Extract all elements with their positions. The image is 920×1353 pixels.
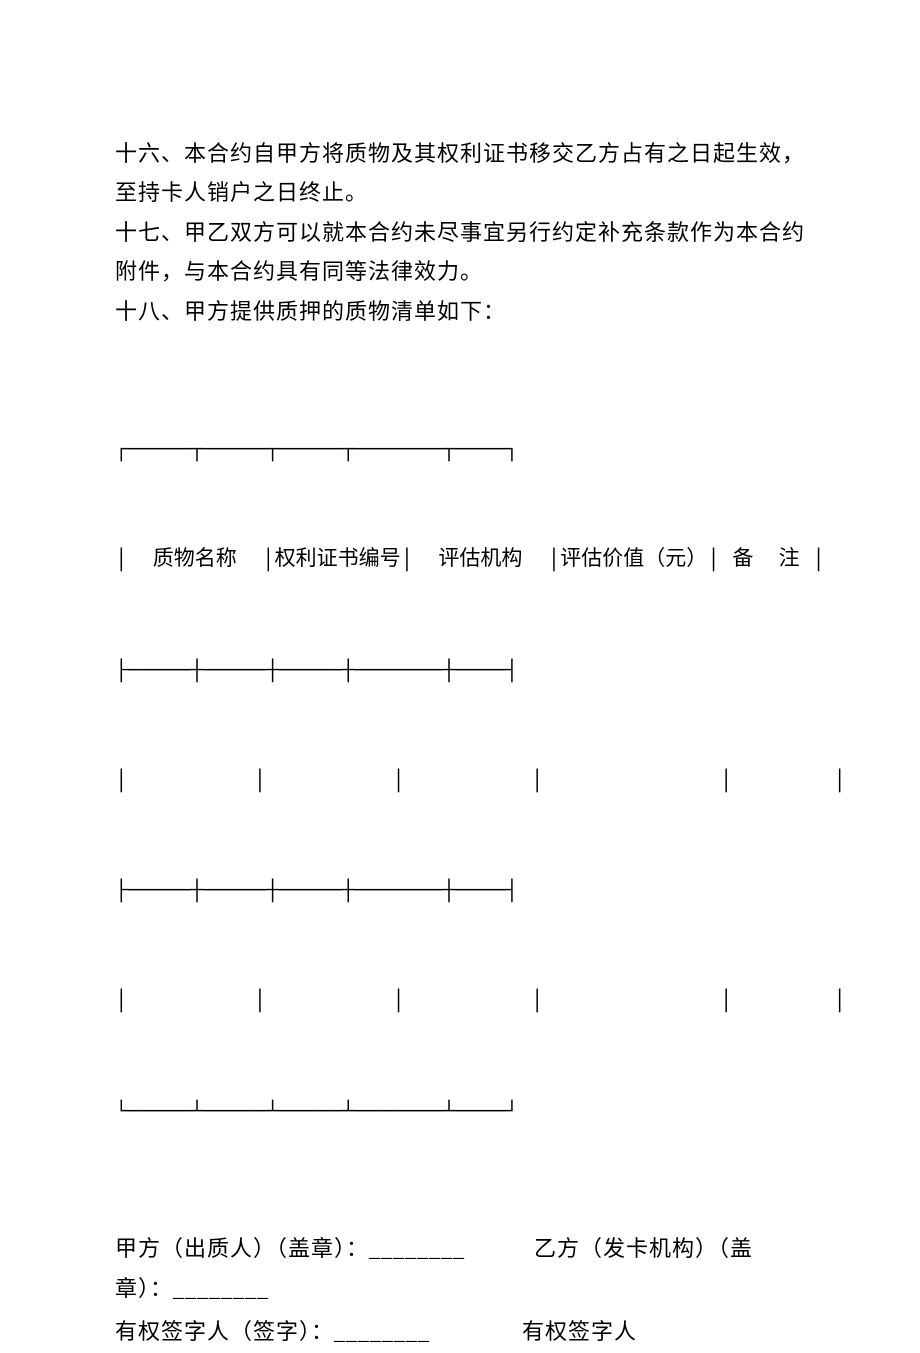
document-body: 十六、本合约自甲方将质物及其权利证书移交乙方占有之日起生效，至持卡人销户之日终止…: [115, 135, 805, 1353]
pledge-table: ┌─────┬─────┬─────┬───────┬────┐ │ 质物名称 …: [115, 360, 805, 1205]
gap: [430, 1319, 522, 1344]
table-row: │ │ │ │ │ │: [115, 984, 805, 1021]
paragraph-17: 十七、甲乙双方可以就本合约未尽事宜另行约定补充条款作为本合约附件，与本合约具有同…: [115, 214, 805, 291]
signature-section: 甲方（出质人）（盖章）：________ 乙方（发卡机构）（盖章）：______…: [115, 1229, 805, 1353]
signature-line-2: 有权签字人（签字）：________ 有权签字人: [115, 1312, 805, 1353]
table-header-row: │ 质物名称 │权利证书编号│ 评估机构 │评估价值（元）│ 备 注 │: [115, 543, 805, 580]
party-a-seal-blank: ________: [369, 1236, 465, 1261]
gap: [465, 1236, 534, 1261]
signer-a-label: 有权签字人（签字）：: [115, 1319, 334, 1344]
paragraph-18: 十八、甲方提供质押的质物清单如下：: [115, 293, 805, 332]
signature-line-1: 甲方（出质人）（盖章）：________ 乙方（发卡机构）（盖章）：______…: [115, 1229, 805, 1310]
signer-b-label: 有权签字人: [522, 1319, 637, 1344]
paragraph-16: 十六、本合约自甲方将质物及其权利证书移交乙方占有之日起生效，至持卡人销户之日终止…: [115, 135, 805, 212]
table-border-mid: ├─────┼─────┼─────┼───────┼────┤: [115, 654, 805, 691]
table-row: │ │ │ │ │ │: [115, 764, 805, 801]
table-border-top: ┌─────┬─────┬─────┬───────┬────┐: [115, 433, 805, 470]
table-border-mid: ├─────┼─────┼─────┼───────┼────┤: [115, 874, 805, 911]
table-border-bottom: └─────┴─────┴─────┴───────┴────┘: [115, 1095, 805, 1132]
party-a-seal-label: 甲方（出质人）（盖章）：: [115, 1236, 369, 1261]
party-b-seal-blank: ________: [173, 1276, 269, 1301]
signer-a-blank: ________: [334, 1319, 430, 1344]
